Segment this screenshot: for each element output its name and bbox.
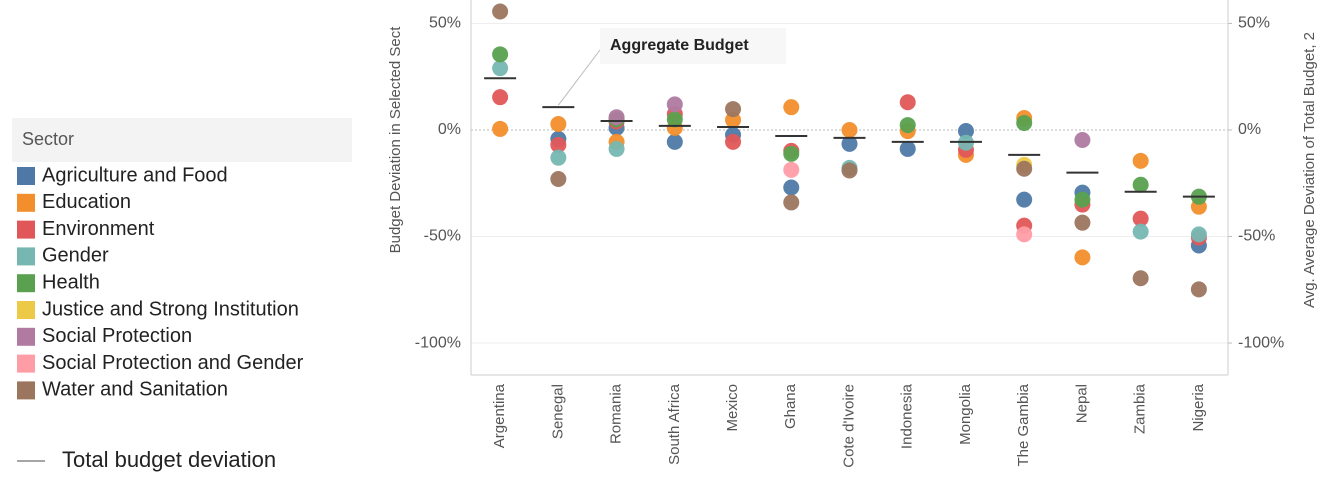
dot — [1190, 226, 1207, 243]
y2-tick-label: 50% — [1238, 15, 1270, 32]
dot — [1074, 249, 1091, 266]
dot — [492, 3, 509, 20]
y2-tick-label: -50% — [1238, 228, 1275, 245]
y-tick-label: 0% — [438, 121, 461, 138]
dot — [783, 179, 800, 196]
dot — [492, 120, 509, 137]
legend-swatch — [17, 247, 35, 266]
dot — [1132, 176, 1149, 193]
x-tick-label: Ghana — [782, 383, 799, 429]
legend-label: Health — [42, 271, 100, 293]
x-tick-label: Mongolia — [957, 383, 974, 445]
legend-label: Social Protection — [42, 325, 192, 347]
legend-title-bg — [12, 118, 352, 162]
dot — [899, 94, 916, 111]
dot — [841, 135, 858, 152]
legend-swatch — [17, 381, 35, 400]
x-tick-label: Cote d'Ivoire — [840, 384, 857, 468]
legend-swatch — [17, 274, 35, 293]
dot — [783, 194, 800, 211]
dot — [1016, 226, 1033, 243]
annotation: Aggregate Budget — [610, 37, 749, 54]
legend-title: Sector — [22, 129, 74, 149]
y-tick-label: -50% — [424, 228, 461, 245]
legend-label: Environment — [42, 218, 155, 240]
x-tick-label: Argentina — [491, 383, 508, 448]
x-tick-label: Senegal — [549, 384, 566, 439]
dot — [1074, 131, 1091, 148]
x-tick-label: Indonesia — [899, 383, 916, 449]
legend-label: Water and Sanitation — [42, 379, 228, 401]
annotation-box — [600, 28, 786, 64]
dot — [1190, 281, 1207, 298]
dot — [1016, 191, 1033, 208]
dot — [841, 162, 858, 179]
y-tick-label: 50% — [429, 15, 461, 32]
legend-label: Gender — [42, 245, 109, 267]
dot — [783, 145, 800, 162]
dot — [1074, 214, 1091, 231]
dot — [841, 121, 858, 138]
dot — [492, 46, 509, 63]
dot — [666, 133, 683, 150]
dot — [899, 117, 916, 134]
dot — [550, 170, 567, 187]
legend-label: Education — [42, 191, 131, 213]
dot — [1132, 210, 1149, 227]
y2-tick-label: -100% — [1238, 334, 1284, 351]
legend-swatch — [17, 354, 35, 373]
dot — [492, 60, 509, 77]
x-tick-label: Nepal — [1073, 384, 1090, 423]
x-tick-label: Zambia — [1132, 383, 1149, 434]
y2-tick-label: 0% — [1238, 121, 1261, 138]
dot — [783, 161, 800, 178]
dot — [550, 116, 567, 133]
dot — [957, 123, 974, 140]
dot — [899, 140, 916, 157]
dot — [1016, 160, 1033, 177]
y2-axis-title: Avg. Average Deviation of Total Budget, … — [1301, 32, 1318, 308]
dot — [725, 101, 742, 118]
dot — [550, 149, 567, 166]
y-axis-title: Budget Deviation in Selected Sect — [387, 26, 404, 254]
x-tick-label: Romania — [608, 383, 625, 444]
annotation-leader — [557, 49, 601, 106]
x-tick-label: The Gambia — [1015, 383, 1032, 466]
legend-label: Social Protection and Gender — [42, 352, 304, 374]
dot — [1016, 114, 1033, 131]
x-tick-label: Nigeria — [1190, 383, 1207, 431]
dot — [608, 140, 625, 157]
dot — [608, 109, 625, 126]
dot — [1132, 152, 1149, 169]
legend-swatch — [17, 167, 35, 185]
dot — [1132, 270, 1149, 287]
dot — [783, 99, 800, 116]
dot — [666, 96, 683, 113]
dot — [492, 89, 509, 106]
legend-label: Justice and Strong Institution — [42, 298, 299, 320]
dot — [1074, 191, 1091, 208]
legend-swatch — [17, 193, 35, 212]
x-tick-label: South Africa — [666, 383, 683, 465]
legend-swatch — [17, 327, 35, 346]
legend-swatch — [17, 220, 35, 239]
dot — [725, 133, 742, 150]
dot — [1132, 223, 1149, 240]
dot — [666, 111, 683, 128]
dot — [550, 136, 567, 153]
legend-swatch — [17, 301, 35, 319]
legend-label: Total budget deviation — [62, 447, 276, 472]
x-tick-label: Mexico — [724, 384, 741, 432]
legend-label: Agriculture and Food — [42, 164, 228, 186]
y-tick-label: -100% — [415, 334, 461, 351]
